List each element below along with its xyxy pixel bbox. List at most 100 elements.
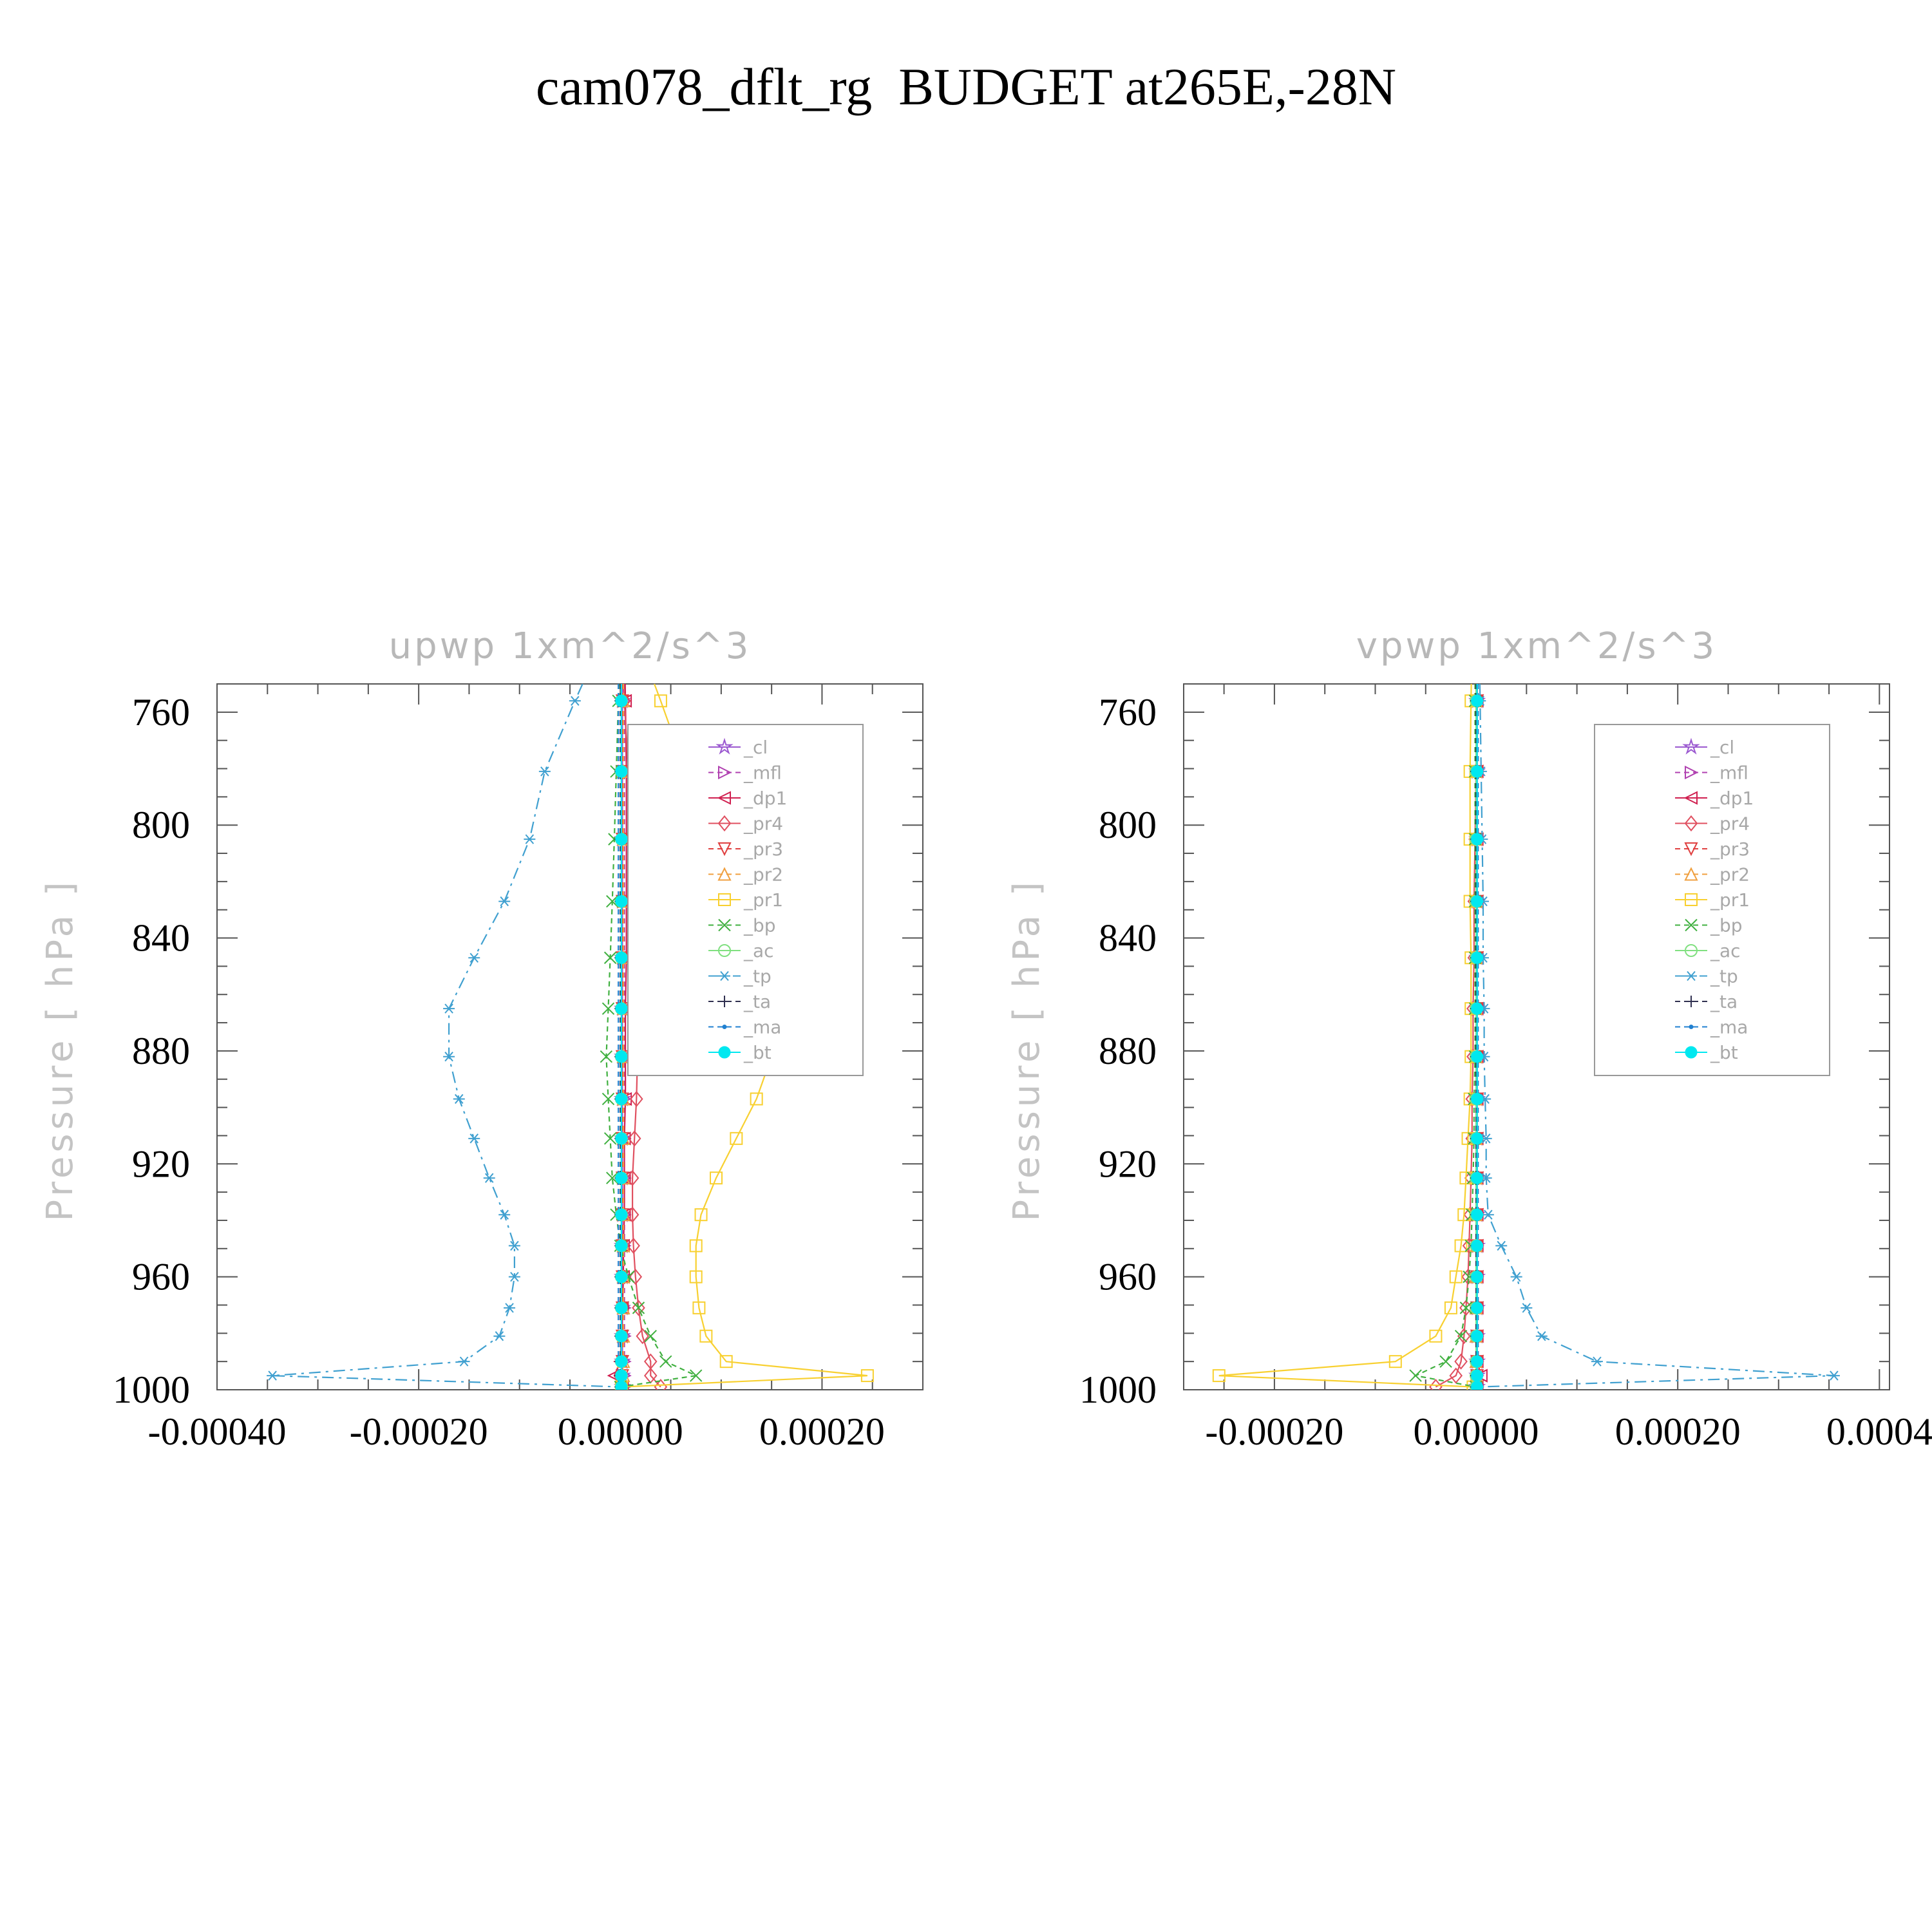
data-point — [1471, 1239, 1484, 1252]
data-point — [1471, 1171, 1484, 1184]
legend-label: _pr1 — [1710, 889, 1750, 911]
data-point — [483, 1173, 495, 1183]
data-point — [1471, 1330, 1484, 1343]
legend-box — [627, 724, 864, 1076]
data-point — [860, 1369, 874, 1383]
data-point — [1454, 1239, 1468, 1253]
legend-label: _ma — [1710, 1017, 1748, 1038]
data-point — [1429, 1329, 1443, 1343]
data-point — [1495, 1240, 1508, 1251]
legend-label: _pr2 — [743, 864, 783, 886]
legend: _cl _mfl _dp1 _pr4 _pr3 _pr2 _pr1 _bp _ac _tp _ta _… — [1594, 724, 1830, 1076]
legend-marker — [715, 737, 734, 755]
data-point — [1459, 1300, 1473, 1316]
data-point — [615, 1302, 628, 1314]
data-point — [615, 1050, 628, 1063]
data-point — [606, 1171, 619, 1184]
y-tick-label: 800 — [1099, 804, 1157, 846]
data-point — [603, 1132, 617, 1145]
legend-marker — [1684, 842, 1698, 857]
data-point — [504, 1303, 516, 1313]
data-point — [1471, 1132, 1484, 1145]
data-point — [615, 765, 628, 778]
data-point — [692, 1301, 706, 1314]
data-point — [750, 1092, 763, 1106]
legend-marker — [1685, 996, 1697, 1007]
data-point — [569, 696, 581, 706]
legend-label: _ma — [743, 1017, 781, 1038]
legend-marker — [1683, 791, 1698, 805]
data-point — [615, 1092, 628, 1105]
data-point — [632, 1300, 645, 1316]
data-point — [1439, 1355, 1452, 1368]
data-point — [1471, 765, 1484, 778]
data-point — [458, 1356, 470, 1367]
data-point — [694, 1208, 708, 1222]
data-point — [468, 952, 480, 963]
y-tick-label: 1000 — [1079, 1368, 1157, 1411]
plot-area — [267, 684, 874, 1390]
data-point — [601, 1002, 615, 1015]
data-point — [508, 1271, 520, 1282]
data-point — [689, 1239, 703, 1253]
data-point — [719, 1355, 733, 1368]
data-point — [615, 1208, 628, 1221]
data-point — [615, 1132, 628, 1145]
data-point — [1212, 1369, 1226, 1383]
x-tick-label: -0.00020 — [350, 1410, 488, 1453]
data-point — [606, 895, 619, 908]
data-point — [615, 951, 628, 964]
y-axis-title: Pressure [ hPa ] — [39, 878, 81, 1221]
data-point — [1454, 1353, 1468, 1370]
y-tick-label: 960 — [132, 1256, 190, 1298]
data-point — [615, 1239, 628, 1252]
data-point — [267, 1370, 279, 1381]
data-point — [636, 1328, 650, 1345]
data-point — [1449, 1270, 1463, 1283]
y-tick-label: 960 — [1099, 1256, 1157, 1298]
data-point — [1388, 1355, 1402, 1368]
y-tick-label: 760 — [132, 691, 190, 734]
data-point — [632, 1302, 645, 1314]
data-point — [468, 1133, 480, 1144]
data-point — [627, 1237, 640, 1254]
legend-label: _pr4 — [1710, 813, 1750, 835]
data-point — [1591, 1356, 1603, 1367]
data-point — [1471, 951, 1484, 964]
legend-label: _bp — [743, 915, 776, 936]
legend-marker — [1685, 971, 1697, 981]
data-point — [498, 896, 511, 907]
series-line — [1218, 684, 1473, 1388]
legend-label: _dp1 — [1710, 788, 1754, 809]
legend-label: _bt — [743, 1042, 772, 1063]
legend-marker — [1685, 944, 1698, 957]
x-tick-label: 0.00000 — [558, 1410, 683, 1453]
data-point — [1454, 1329, 1468, 1343]
data-point — [1444, 1301, 1457, 1314]
legend-label: _cl — [743, 737, 768, 758]
y-tick-label: 840 — [132, 917, 190, 960]
legend-marker — [717, 815, 732, 832]
data-point — [1471, 1369, 1484, 1382]
legend-box — [1594, 724, 1830, 1076]
data-point — [1471, 895, 1484, 908]
data-point — [625, 1206, 639, 1223]
panel-2: vpwp 1xm^2/s^3 Pressure [ hPa ] 760 800 840 8… — [1006, 625, 1932, 1453]
subplot-title: vpwp 1xm^2/s^3 — [1356, 625, 1717, 667]
y-axis-title: Pressure [ hPa ] — [1006, 878, 1048, 1221]
legend-marker — [1685, 765, 1699, 780]
legend-label: _ta — [743, 991, 771, 1012]
data-point — [1459, 1302, 1473, 1314]
legend-marker — [719, 971, 730, 981]
x-tick-label: -0.00020 — [1205, 1410, 1343, 1453]
data-point — [615, 1355, 628, 1368]
legend-marker — [1689, 1025, 1694, 1029]
data-point — [443, 1003, 455, 1014]
data-point — [443, 1052, 455, 1062]
y-tick-label: 880 — [132, 1030, 190, 1072]
data-point — [1471, 1050, 1484, 1063]
data-point — [453, 1094, 465, 1104]
series-bt — [615, 684, 628, 1390]
legend-marker — [1682, 737, 1700, 755]
data-point — [1471, 694, 1484, 707]
